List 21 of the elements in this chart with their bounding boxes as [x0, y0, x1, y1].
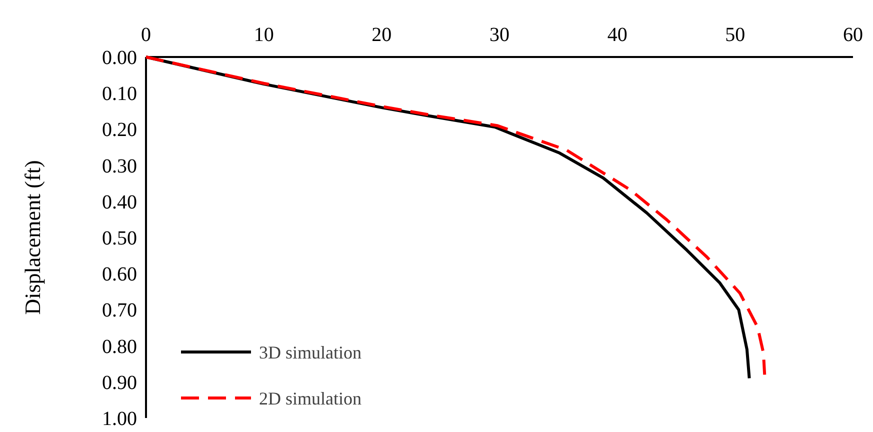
y-tick-label: 0.60 [102, 264, 137, 286]
y-tick-label: 0.00 [102, 47, 137, 69]
x-tick-label: 40 [607, 24, 628, 46]
y-axis-title: Displacement (ft) [20, 160, 45, 315]
y-tick-label: 0.40 [102, 191, 137, 214]
x-tick-label: 10 [254, 24, 274, 46]
x-tick-label: 30 [490, 24, 510, 46]
y-tick-label: 0.90 [102, 372, 137, 394]
x-tick-label: 0 [141, 24, 151, 46]
y-tick-label: 0.10 [102, 83, 137, 106]
x-tick-label: 60 [843, 24, 863, 46]
legend-label: 2D simulation [259, 388, 362, 408]
y-tick-label: 1.00 [102, 408, 137, 430]
legend-label: 3D simulation [259, 342, 362, 362]
y-tick-label: 0.30 [102, 155, 137, 178]
y-tick-label: 0.80 [102, 336, 137, 358]
x-tick-label: 20 [372, 24, 392, 46]
y-tick-label: 0.20 [102, 119, 137, 142]
y-tick-label: 0.70 [102, 300, 137, 322]
x-tick-label: 50 [725, 24, 746, 46]
y-tick-label: 0.50 [102, 228, 137, 250]
